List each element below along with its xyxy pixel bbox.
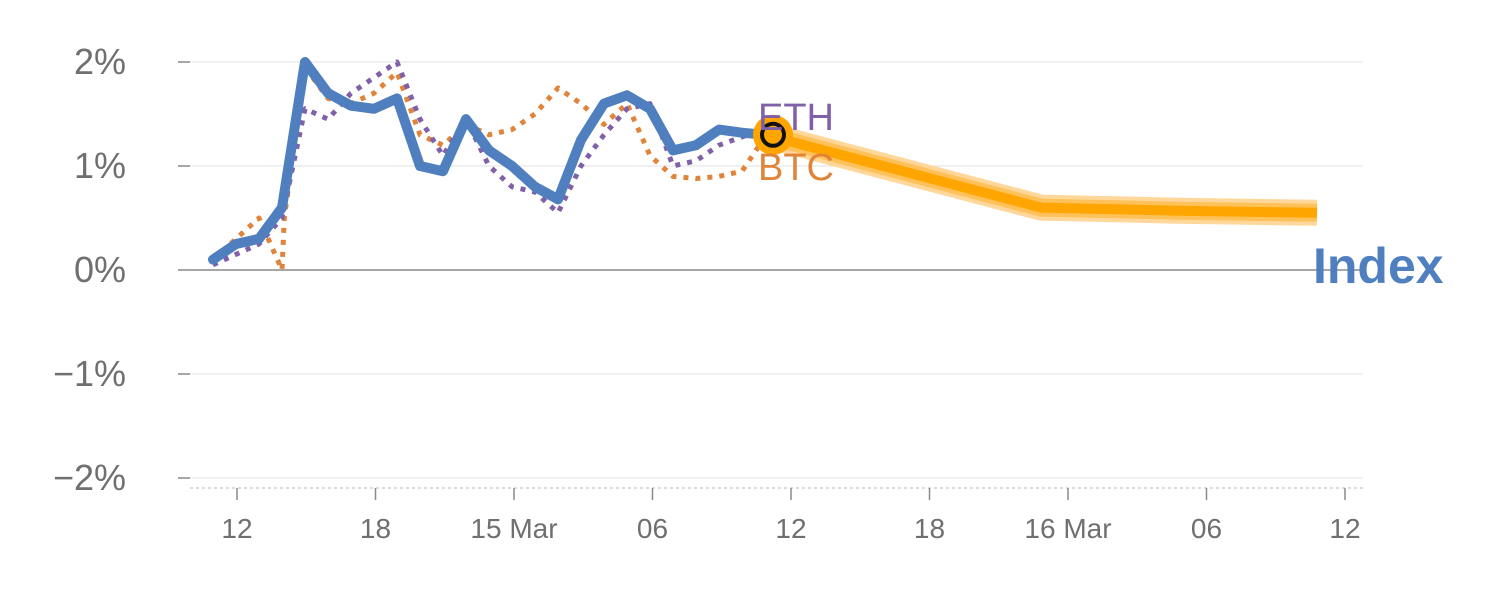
x-axis: 12 18 15 Mar 06 12 18 16 Mar 06 12	[190, 487, 1363, 544]
marker-dot	[760, 121, 786, 148]
label-btc: BTC	[758, 147, 834, 189]
label-index: Index	[1313, 238, 1444, 294]
y-tick-label: 1%	[74, 145, 126, 186]
y-tick-label: −2%	[53, 457, 126, 498]
x-tick-label: 18	[360, 513, 391, 544]
x-tick-label: 18	[914, 513, 945, 544]
y-tick-label: 2%	[74, 41, 126, 82]
x-tick-label: 15 Mar	[470, 513, 557, 544]
forecast-band	[761, 122, 1318, 226]
y-tick-label: −1%	[53, 353, 126, 394]
x-tick-label: 12	[775, 513, 806, 544]
grid-lines	[190, 61, 1363, 479]
x-tick-label: 06	[637, 513, 668, 544]
y-axis: 2% 1% 0% −1% −2%	[53, 41, 190, 498]
series-index	[208, 57, 770, 265]
forecast-line	[763, 129, 1318, 218]
series-lines	[208, 57, 770, 273]
x-tick-label: 12	[1329, 513, 1360, 544]
current-value-marker	[753, 114, 793, 155]
series-eth	[211, 59, 766, 268]
x-tick-label: 06	[1191, 513, 1222, 544]
y-tick-label: 0%	[74, 249, 126, 290]
x-tick-label: 12	[221, 513, 252, 544]
marker-halo	[753, 114, 793, 155]
label-eth: ETH	[758, 97, 834, 139]
x-tick-label: 16 Mar	[1024, 513, 1111, 544]
